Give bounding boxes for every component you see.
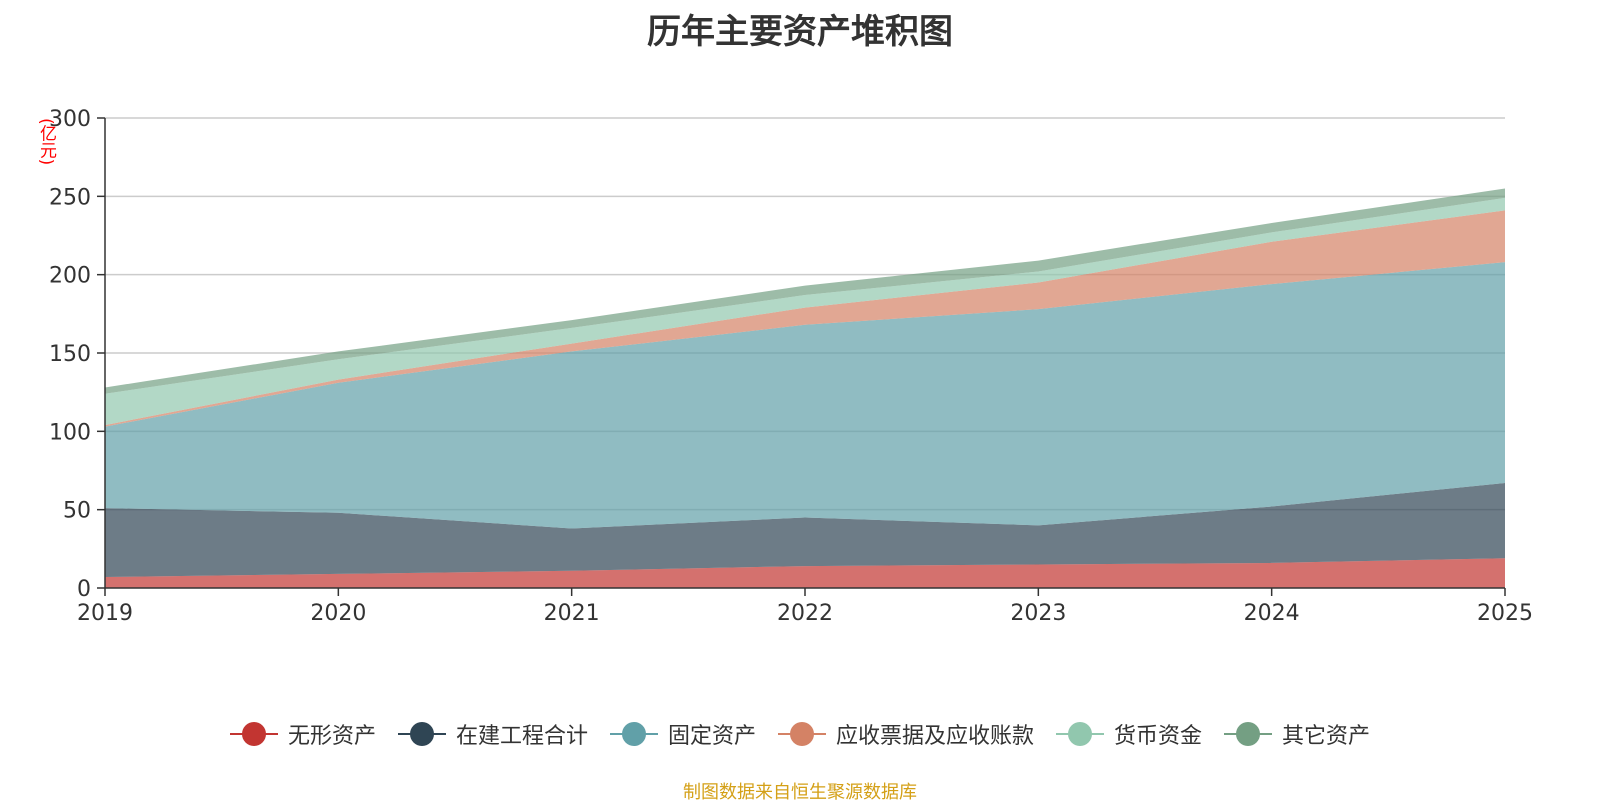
legend-item[interactable]: 货币资金 bbox=[1056, 718, 1202, 750]
x-tick-label: 2023 bbox=[1010, 601, 1066, 626]
legend-label: 其它资产 bbox=[1282, 724, 1371, 749]
chart-legend: 无形资产 在建工程合计 固定资产 应收票据及应收账款 货币资金 其它资产 bbox=[0, 718, 1600, 750]
y-tick-label: 250 bbox=[49, 185, 91, 210]
area-series bbox=[105, 188, 1505, 394]
legend-marker bbox=[778, 722, 826, 746]
y-tick-label: 50 bbox=[63, 499, 91, 524]
x-tick-label: 2021 bbox=[544, 601, 600, 626]
x-tick-label: 2019 bbox=[77, 601, 133, 626]
chart-title: 历年主要资产堆积图 bbox=[647, 12, 953, 52]
x-tick-label: 2024 bbox=[1244, 601, 1300, 626]
area-series bbox=[105, 558, 1505, 588]
legend-item[interactable]: 固定资产 bbox=[609, 718, 756, 750]
y-tick-label: 200 bbox=[49, 264, 91, 289]
y-tick-label: 150 bbox=[49, 342, 91, 367]
legend-label: 应收票据及应收账款 bbox=[836, 724, 1035, 749]
x-tick-label: 2025 bbox=[1477, 601, 1533, 626]
legend-item[interactable]: 无形资产 bbox=[229, 718, 376, 750]
y-axis-unit-label: (亿元) bbox=[36, 118, 56, 166]
legend-item[interactable]: 其它资产 bbox=[1224, 718, 1370, 750]
legend-label: 在建工程合计 bbox=[455, 724, 588, 749]
legend-marker bbox=[397, 722, 446, 746]
legend-label: 固定资产 bbox=[667, 724, 756, 749]
legend-marker bbox=[1224, 722, 1273, 746]
legend-marker bbox=[609, 722, 658, 746]
legend-label: 货币资金 bbox=[1114, 724, 1203, 749]
area-series bbox=[105, 483, 1505, 578]
y-tick-label: 300 bbox=[49, 107, 91, 132]
legend-label: 无形资产 bbox=[287, 724, 376, 749]
x-tick-label: 2020 bbox=[310, 601, 366, 626]
y-tick-label: 100 bbox=[49, 420, 91, 445]
legend-marker bbox=[229, 722, 278, 746]
area-series bbox=[105, 210, 1505, 427]
source-note: 制图数据来自恒生聚源数据库 bbox=[683, 782, 917, 803]
area-series bbox=[105, 262, 1505, 529]
legend-marker bbox=[1056, 722, 1105, 746]
y-tick-label: 0 bbox=[77, 577, 91, 602]
legend-item[interactable]: 在建工程合计 bbox=[397, 718, 588, 750]
area-series bbox=[105, 197, 1505, 426]
legend-item[interactable]: 应收票据及应收账款 bbox=[778, 718, 1034, 750]
x-tick-label: 2022 bbox=[777, 601, 833, 626]
